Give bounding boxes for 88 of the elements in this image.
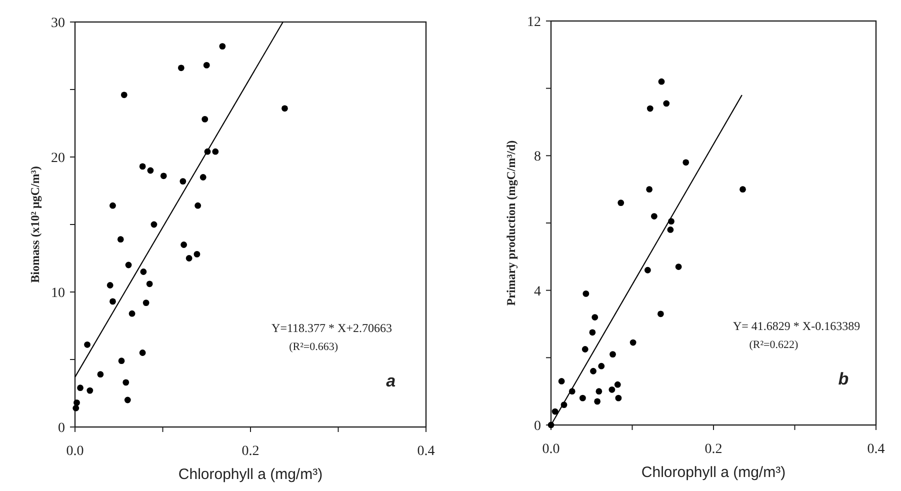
- point: [579, 394, 586, 402]
- point: [646, 105, 654, 112]
- point: [614, 381, 621, 388]
- point: [110, 202, 116, 209]
- x-tick-label: 0.0: [66, 444, 84, 459]
- point: [150, 221, 158, 228]
- annotation: (R²=0.663): [289, 341, 338, 354]
- y-tick-label: 0: [58, 421, 65, 436]
- point: [582, 290, 590, 297]
- point: [658, 78, 665, 85]
- point: [84, 341, 90, 348]
- point: [592, 314, 598, 320]
- point: [124, 396, 131, 404]
- point: [72, 404, 80, 412]
- point: [589, 329, 596, 336]
- point: [117, 236, 124, 243]
- point: [74, 400, 80, 406]
- x-axis-title: Chlorophyll a (mg/m³): [641, 464, 786, 481]
- point: [598, 362, 605, 370]
- point: [596, 388, 602, 395]
- y-tick-label: 4: [534, 284, 541, 300]
- point: [650, 213, 658, 220]
- point: [608, 386, 616, 393]
- point: [740, 186, 746, 193]
- point: [128, 310, 136, 317]
- point: [122, 379, 130, 386]
- annotation: a: [386, 372, 396, 390]
- y-tick-label: 30: [51, 16, 65, 31]
- point: [646, 186, 653, 193]
- y-tick-label: 10: [51, 286, 65, 301]
- point: [202, 116, 208, 122]
- y-tick-label: 0: [534, 419, 541, 434]
- point: [118, 358, 125, 364]
- point: [657, 310, 664, 318]
- point: [142, 300, 150, 306]
- point: [86, 387, 94, 394]
- point: [558, 378, 565, 384]
- point: [125, 262, 132, 268]
- point: [682, 159, 690, 166]
- y-axis-title: Biomass (x10² μgC/m³): [28, 166, 42, 283]
- y-tick-label: 8: [534, 150, 541, 165]
- point: [582, 346, 588, 352]
- y-tick-label: 12: [527, 15, 541, 30]
- point: [106, 282, 114, 288]
- point: [186, 255, 192, 262]
- point: [194, 202, 202, 209]
- point: [667, 226, 674, 233]
- point: [140, 268, 147, 275]
- point: [147, 167, 154, 174]
- point: [146, 280, 153, 288]
- x-tick-label: 0.4: [417, 444, 435, 459]
- point: [203, 62, 210, 68]
- point: [594, 398, 601, 405]
- point: [219, 43, 226, 50]
- point: [615, 394, 622, 402]
- point: [590, 368, 596, 374]
- y-axis-title: Primary production (mgC/m³/d): [504, 140, 518, 306]
- point: [212, 148, 219, 155]
- point: [139, 163, 146, 170]
- point: [120, 92, 128, 98]
- x-axis-title: Chlorophyll a (mg/m³): [178, 466, 323, 483]
- point: [180, 178, 186, 184]
- point: [97, 371, 104, 378]
- y-tick-label: 20: [51, 151, 65, 166]
- point: [610, 351, 616, 358]
- point: [663, 100, 670, 107]
- x-tick-label: 0.2: [704, 442, 722, 457]
- point: [552, 408, 558, 415]
- point: [630, 339, 636, 346]
- annotation: b: [838, 370, 849, 389]
- point: [675, 264, 682, 270]
- x-tick-label: 0.2: [242, 444, 260, 459]
- point: [618, 200, 624, 206]
- point: [644, 266, 651, 274]
- annotation: (R²=0.622): [749, 339, 798, 352]
- annotation: Y=118.377 * X+2.70663: [272, 320, 392, 335]
- point: [178, 64, 184, 72]
- point: [282, 105, 288, 112]
- point: [77, 384, 84, 392]
- point: [110, 298, 116, 305]
- point: [194, 251, 200, 258]
- point: [200, 174, 206, 180]
- annotation: Y= 41.6829 * X-0.163389: [733, 319, 860, 334]
- x-tick-label: 0.4: [867, 442, 885, 457]
- point: [139, 350, 146, 356]
- x-tick-label: 0.0: [542, 442, 560, 457]
- point: [160, 172, 167, 180]
- point: [180, 242, 188, 248]
